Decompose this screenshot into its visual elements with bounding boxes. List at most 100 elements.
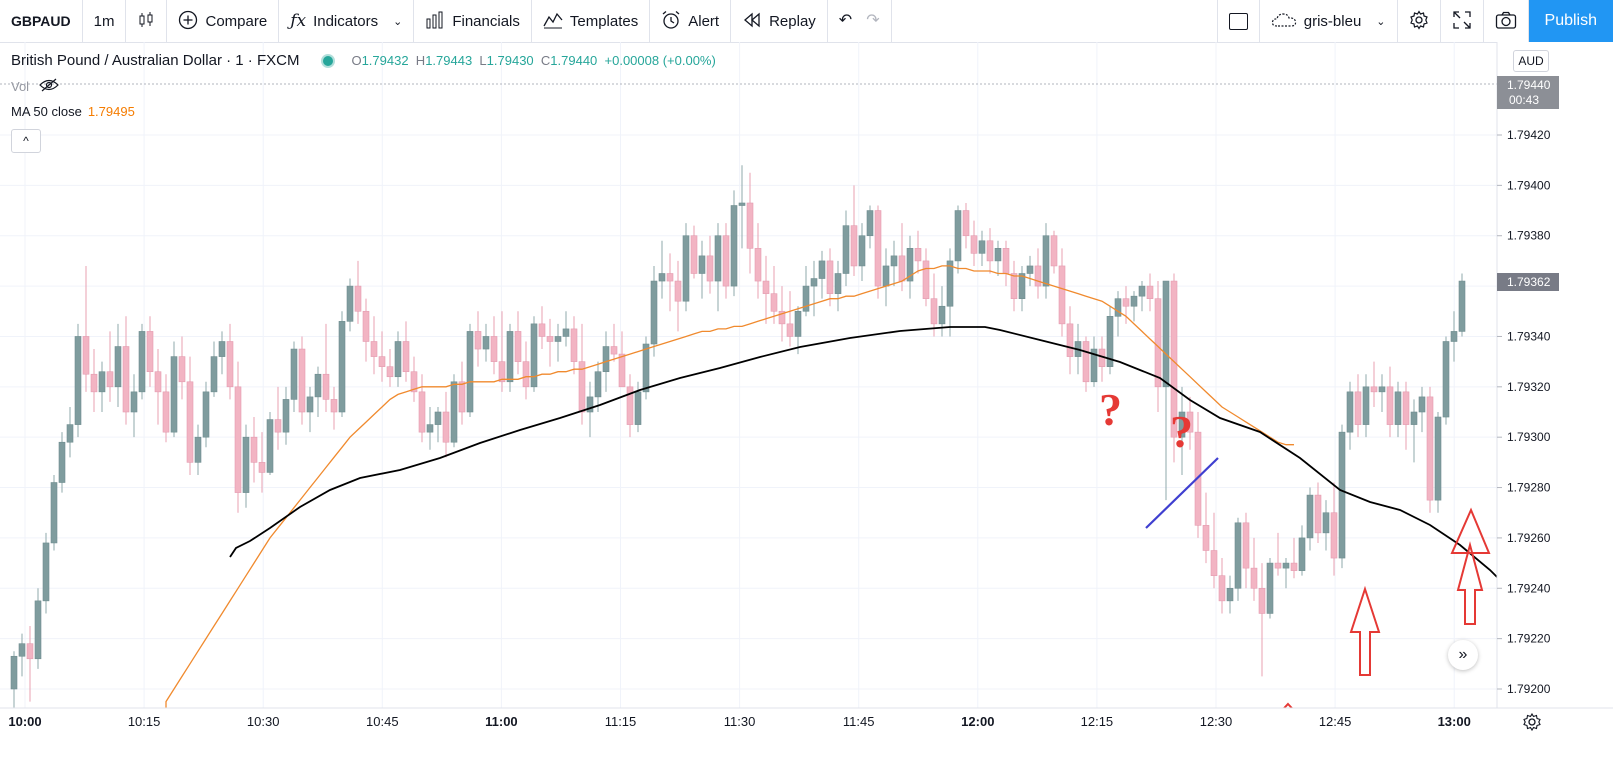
candle-body [1042,235,1050,287]
publish-button[interactable]: Publish [1528,0,1613,42]
candle-down [970,220,978,266]
undo-icon[interactable]: ↶ [838,12,853,29]
x-tick-label: 10:30 [247,714,280,729]
candle-up [1226,575,1234,614]
up-arrow-annotation [1450,507,1491,554]
scroll-to-realtime-button[interactable]: » [1448,640,1478,670]
indicators-button[interactable]: ƒx Indicators ⌄ [279,0,415,42]
candle-body [962,210,970,237]
candle-up [1106,306,1114,375]
layout-toggle-button[interactable] [1218,0,1260,42]
candle-up [290,341,298,412]
candle-body [1058,265,1066,325]
fullscreen-button[interactable] [1441,0,1484,42]
layout-name-button[interactable]: gris-bleu ⌄ [1260,0,1398,42]
candle-body [362,310,370,342]
candle-down [610,323,618,362]
candle-body [1442,341,1450,418]
currency-badge[interactable]: AUD [1513,50,1549,72]
candle-body [650,280,658,345]
candle-body [714,235,722,282]
templates-button[interactable]: Templates [532,0,651,42]
candle-body [1354,391,1362,425]
candle-up [210,341,218,397]
candle-body [234,386,242,493]
candle-down [26,626,34,702]
up-arrow-annotation [1456,541,1484,625]
candle-body [1410,411,1418,425]
candle-body [634,391,642,425]
candle-body [610,346,618,355]
candle-body [290,348,298,400]
candle-down [418,374,426,443]
symbol-search-button[interactable]: GBPAUD [0,0,83,42]
candle-body [346,285,354,322]
candle-body [314,373,322,398]
candle-body [538,323,546,337]
time-axis-labels: 10:00 10:15 10:30 10:45 11:00 11:15 11:30 11:45… [8,714,1470,729]
candle-down [962,202,970,249]
ma-legend[interactable]: MA 50 close 1.79495 [11,104,135,119]
candle-down [106,331,114,402]
candle-body [18,643,26,657]
x-tick-label: 12:00 [961,714,994,729]
candle-body [1026,265,1034,274]
compare-button[interactable]: Compare [167,0,280,42]
volume-legend[interactable]: Vol [11,78,59,95]
candle-down [850,185,858,277]
redo-icon[interactable]: ↷ [866,12,880,29]
candle-body [986,240,994,262]
interval-button[interactable]: 1m [83,0,127,42]
settings-button[interactable] [1398,0,1441,42]
time-axis[interactable] [0,708,1613,758]
candle-body [1186,411,1194,433]
candle-body [138,331,146,393]
candle-down [370,316,378,375]
replay-button[interactable]: Replay [731,0,828,42]
candle-body [1122,298,1130,307]
candle-body [794,310,802,337]
financials-button[interactable]: Financials [414,0,532,42]
snapshot-button[interactable] [1484,0,1529,42]
price-axis[interactable] [1497,42,1613,708]
candle-up [842,210,850,287]
candle-body [1346,391,1354,433]
candle-up [426,406,434,450]
alert-button[interactable]: Alert [650,0,732,42]
candle-body [1162,280,1170,388]
eye-off-icon[interactable] [39,78,59,95]
candle-down [1426,386,1434,513]
last-price-value: 1.79440 [1507,78,1551,92]
candle-up [554,323,562,362]
candle-body [1018,273,1026,299]
candle-body [162,391,170,433]
settings-icon[interactable] [1523,712,1541,732]
ma-label: MA 50 close [11,104,82,119]
candle-down [826,248,834,307]
candle-down [578,323,586,425]
candle-down [82,265,90,392]
candle-body [474,331,482,350]
currency-label: AUD [1518,54,1544,68]
layout-name-label: gris-bleu [1303,12,1362,30]
chart-type-button[interactable] [126,0,168,42]
candle-body [202,391,210,438]
candle-down [690,225,698,279]
replay-icon [742,12,762,31]
fullscreen-icon [1452,10,1472,33]
alarm-clock-icon [661,10,681,33]
collapse-legend-button[interactable]: ^ [11,129,41,153]
candle-body [1226,587,1234,602]
drawn-trend-curve[interactable] [229,326,1513,593]
candle-down [538,306,546,350]
gear-icon [1409,9,1429,33]
candle-body [802,285,810,312]
drawn-blue-trendline[interactable] [1145,457,1219,529]
series-legend[interactable]: British Pound / Australian Dollar · 1 · … [11,52,716,69]
candle-down [874,205,882,299]
candle-body [1330,512,1338,559]
candle-body [490,336,498,362]
candle-up [66,406,74,458]
financials-label: Financials [452,12,520,30]
